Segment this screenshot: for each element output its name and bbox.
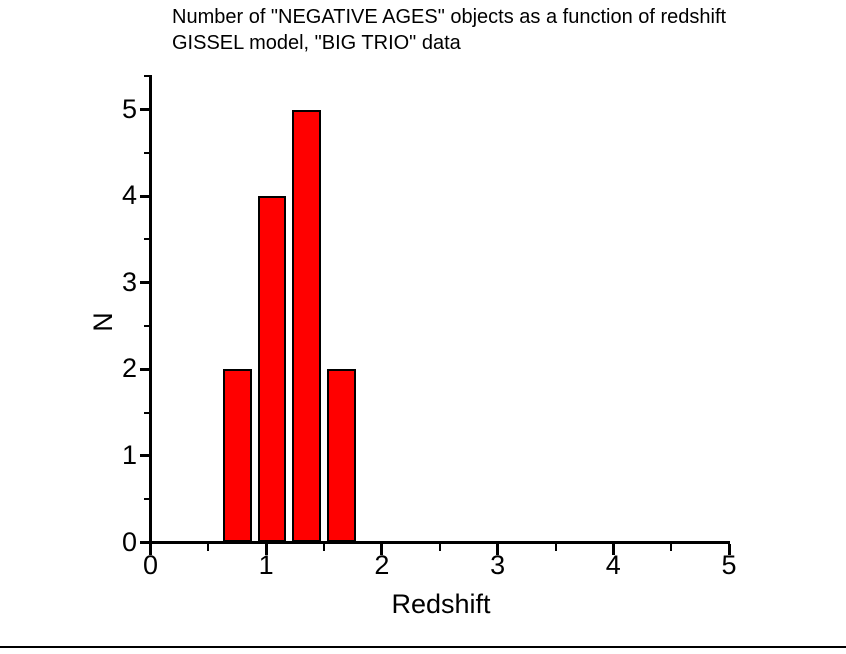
y-minor-tick [144,498,151,501]
y-major-tick [140,108,151,111]
x-major-tick [611,544,615,555]
y-axis-end-tick [144,75,151,77]
y-minor-tick [144,151,151,154]
x-tick-label: 1 [258,550,274,580]
x-major-tick [727,544,731,555]
x-major-tick [149,544,152,555]
y-minor-tick [144,325,151,327]
x-minor-tick [207,544,210,551]
x-major-tick [264,544,268,555]
x-minor-tick [554,544,557,551]
y-major-tick [140,454,151,458]
y-minor-tick [144,238,151,241]
y-tick-label: 5 [121,93,137,124]
chart-title-line2: GISSEL model, "BIG TRIO" data [172,32,461,54]
bottom-separator-line [0,646,846,648]
x-axis [149,541,730,544]
y-tick-label: 1 [121,439,137,470]
x-tick-label: 2 [374,550,390,580]
y-tick-label: 0 [121,526,137,557]
x-tick-label: 4 [605,550,621,580]
x-tick-label: 5 [721,550,737,580]
x-tick-label: 0 [142,550,159,580]
x-minor-tick [670,544,673,551]
x-minor-tick [323,544,326,551]
y-tick-label: 2 [121,353,137,384]
chart-title-line1: Number of "NEGATIVE AGES" objects as a f… [172,6,727,28]
y-major-tick [140,194,151,198]
x-major-tick [380,544,384,555]
y-minor-tick [144,411,151,414]
y-axis-label: N [88,312,118,332]
y-major-tick [140,281,151,285]
y-tick-label: 3 [121,266,137,297]
y-tick-label: 4 [121,180,137,211]
chart-title: Number of "NEGATIVE AGES" objects as a f… [172,4,726,56]
histogram-bar [222,369,252,542]
x-minor-tick [438,544,441,551]
histogram-bar [257,196,287,542]
x-major-tick [496,544,500,555]
histogram-bar [292,109,322,542]
y-major-tick [140,367,151,371]
y-axis [149,75,152,544]
y-major-tick [140,541,151,544]
x-axis-label: Redshift [391,589,491,619]
x-tick-label: 3 [490,550,506,580]
histogram-bar [326,369,356,542]
